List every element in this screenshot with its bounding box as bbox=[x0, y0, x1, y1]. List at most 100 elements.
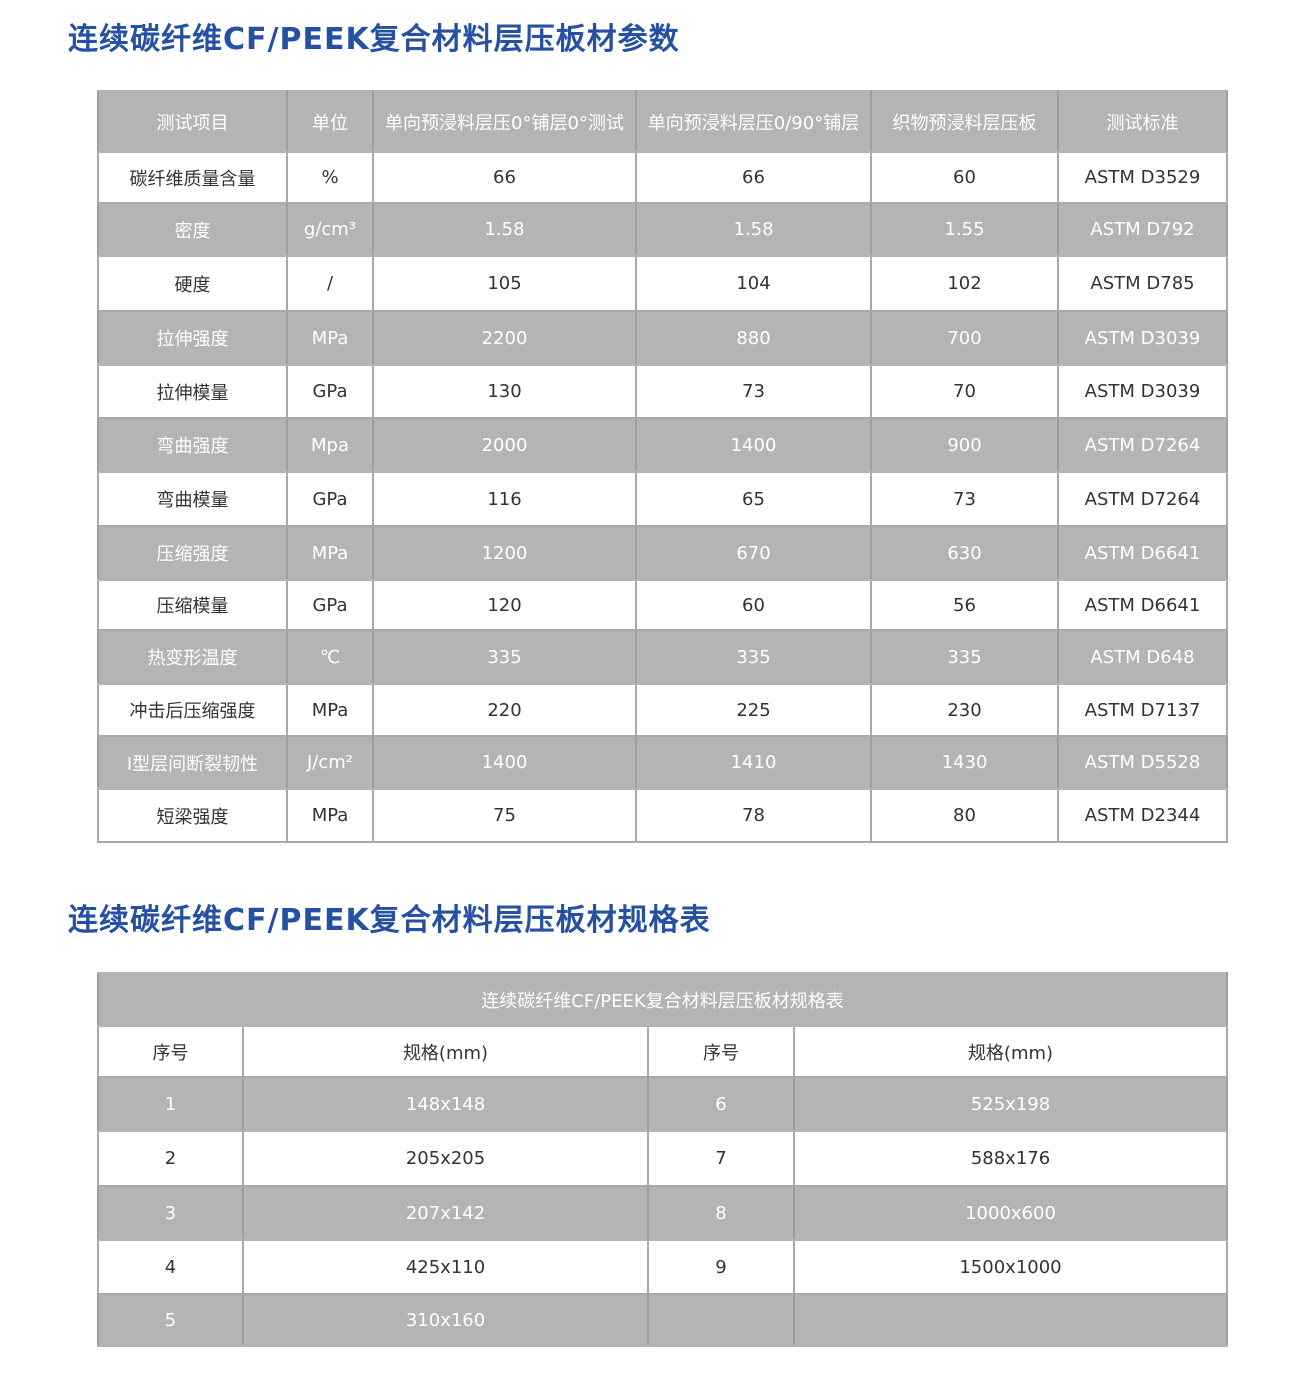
table-cell: 测试项目 bbox=[97, 90, 288, 153]
table-cell: ASTM D7264 bbox=[1057, 471, 1228, 527]
table-cell: 2 bbox=[97, 1130, 244, 1187]
table-cell: 1400 bbox=[372, 735, 637, 790]
table-cell: GPa bbox=[286, 579, 374, 631]
table-cell: 弯曲强度 bbox=[97, 417, 288, 473]
table-cell: 588x176 bbox=[792, 1130, 1229, 1187]
page-title: 连续碳纤维CF/PEEK复合材料层压板材参数 bbox=[68, 22, 680, 57]
table-cell: 75 bbox=[372, 788, 637, 843]
table-cell: 525x198 bbox=[792, 1076, 1229, 1132]
table-cell: 880 bbox=[635, 310, 872, 366]
table-cell: 73 bbox=[870, 471, 1059, 527]
table-cell: 73 bbox=[635, 364, 872, 419]
section-title: 连续碳纤维CF/PEEK复合材料层压板材规格表 bbox=[68, 903, 711, 938]
table-cell: 70 bbox=[870, 364, 1059, 419]
table-cell: 900 bbox=[870, 417, 1059, 473]
table-cell: 335 bbox=[870, 629, 1059, 685]
table-cell: 1 bbox=[97, 1076, 244, 1132]
table-cell: 1500x1000 bbox=[792, 1239, 1229, 1295]
table-cell: 116 bbox=[372, 471, 637, 527]
table-cell: 230 bbox=[870, 683, 1059, 737]
table-cell: % bbox=[286, 151, 374, 204]
table-row: 3 207x142 8 1000x600 bbox=[97, 1185, 1229, 1241]
table-cell: 66 bbox=[635, 151, 872, 204]
table-cell: 1410 bbox=[635, 735, 872, 790]
table-cell: 66 bbox=[372, 151, 637, 204]
table-cell: MPa bbox=[286, 788, 374, 843]
table-cell: 单向预浸料层压0/90°铺层 bbox=[635, 90, 872, 153]
table-cell: g/cm³ bbox=[286, 202, 374, 257]
table-cell bbox=[792, 1293, 1229, 1347]
table-cell: 56 bbox=[870, 579, 1059, 631]
table-cell: 压缩模量 bbox=[97, 579, 288, 631]
table-cell: ASTM D6641 bbox=[1057, 525, 1228, 581]
table-cell: 单位 bbox=[286, 90, 374, 153]
table-cell: ASTM D785 bbox=[1057, 255, 1228, 312]
table-cell bbox=[647, 1293, 795, 1347]
table-cell: ASTM D648 bbox=[1057, 629, 1228, 685]
table-cell: 4 bbox=[97, 1239, 244, 1295]
table-cell: 60 bbox=[635, 579, 872, 631]
table-cell: ASTM D7137 bbox=[1057, 683, 1228, 737]
table-cell: 130 bbox=[372, 364, 637, 419]
table-cell: ASTM D3529 bbox=[1057, 151, 1228, 204]
table-cell: 密度 bbox=[97, 202, 288, 257]
table-cell: 310x160 bbox=[242, 1293, 649, 1347]
table-cell: 120 bbox=[372, 579, 637, 631]
table-row: 短梁强度 MPa 75 78 80 ASTM D2344 bbox=[97, 788, 1228, 843]
table-cell: GPa bbox=[286, 364, 374, 419]
table-cell: 拉伸模量 bbox=[97, 364, 288, 419]
table-cell: 8 bbox=[647, 1185, 795, 1241]
table-cell: 1000x600 bbox=[792, 1185, 1229, 1241]
table-cell: / bbox=[286, 255, 374, 312]
table-cell: 6 bbox=[647, 1076, 795, 1132]
table-cell: 2000 bbox=[372, 417, 637, 473]
table-row: 1 148x148 6 525x198 bbox=[97, 1076, 1229, 1132]
table-row: 压缩强度 MPa 1200 670 630 ASTM D6641 bbox=[97, 525, 1228, 581]
table-cell: 序号 bbox=[97, 1025, 244, 1078]
table-cell: 拉伸强度 bbox=[97, 310, 288, 366]
table-cell: 短梁强度 bbox=[97, 788, 288, 843]
table-row: 冲击后压缩强度 MPa 220 225 230 ASTM D7137 bbox=[97, 683, 1228, 737]
table-cell: 670 bbox=[635, 525, 872, 581]
table-cell: ASTM D5528 bbox=[1057, 735, 1228, 790]
table-cell: 弯曲模量 bbox=[97, 471, 288, 527]
table-cell: ASTM D6641 bbox=[1057, 579, 1228, 631]
table-cell: 冲击后压缩强度 bbox=[97, 683, 288, 737]
table-cell: 78 bbox=[635, 788, 872, 843]
table-cell: ASTM D3039 bbox=[1057, 364, 1228, 419]
table-cell: MPa bbox=[286, 525, 374, 581]
table-row: 硬度/105 104 102 ASTM D785 bbox=[97, 255, 1228, 312]
table-cell: J/cm² bbox=[286, 735, 374, 790]
table-cell: 硬度 bbox=[97, 255, 288, 312]
table-cell: 单向预浸料层压0°铺层0°测试 bbox=[372, 90, 637, 153]
table-cell: 1.55 bbox=[870, 202, 1059, 257]
caption-row: 连续碳纤维CF/PEEK复合材料层压板材规格表 bbox=[96, 972, 1229, 1027]
table-cell: MPa bbox=[286, 310, 374, 366]
table-cell: 2200 bbox=[372, 310, 637, 366]
table-cell: 60 bbox=[870, 151, 1059, 204]
table-cell: 压缩强度 bbox=[97, 525, 288, 581]
specifications-table: 连续碳纤维CF/PEEK复合材料层压板材规格表 序号 规格(mm) 序号 规格(mm) 1… bbox=[96, 972, 1229, 1347]
table-cell: Mpa bbox=[286, 417, 374, 473]
parameters-table: 测试项目 单位 单向预浸料层压0°铺层0°测试 单向预浸料层压0/90°铺层 织物预浸料… bbox=[97, 90, 1228, 843]
table-cell: 1.58 bbox=[372, 202, 637, 257]
table-cell: 5 bbox=[97, 1293, 244, 1347]
table-cell: 9 bbox=[647, 1239, 795, 1295]
table-row: 弯曲强度 Mpa 2000 1400 900 ASTM D7264 bbox=[97, 417, 1228, 473]
table-cell: 1.58 bbox=[635, 202, 872, 257]
table-cell: 80 bbox=[870, 788, 1059, 843]
table-cell: 规格(mm) bbox=[242, 1025, 649, 1078]
table-row: 2 205x205 7 588x176 bbox=[97, 1130, 1229, 1187]
table-cell: GPa bbox=[286, 471, 374, 527]
table-cell: 1200 bbox=[372, 525, 637, 581]
header-row: 测试项目 单位 单向预浸料层压0°铺层0°测试 单向预浸料层压0/90°铺层 织物预浸料… bbox=[97, 90, 1228, 153]
table-cell: 测试标准 bbox=[1057, 90, 1228, 153]
table-cell: 65 bbox=[635, 471, 872, 527]
table-row: I型层间断裂韧性 J/cm² 1400 1410 1430 ASTM D5528 bbox=[97, 735, 1228, 790]
table-cell: ASTM D2344 bbox=[1057, 788, 1228, 843]
table-cell: ASTM D7264 bbox=[1057, 417, 1228, 473]
table-cell: 热变形温度 bbox=[97, 629, 288, 685]
table-cell: 规格(mm) bbox=[792, 1025, 1229, 1078]
table-cell: ASTM D3039 bbox=[1057, 310, 1228, 366]
table-row: 拉伸模量 GPa 130 73 70 ASTM D3039 bbox=[97, 364, 1228, 419]
